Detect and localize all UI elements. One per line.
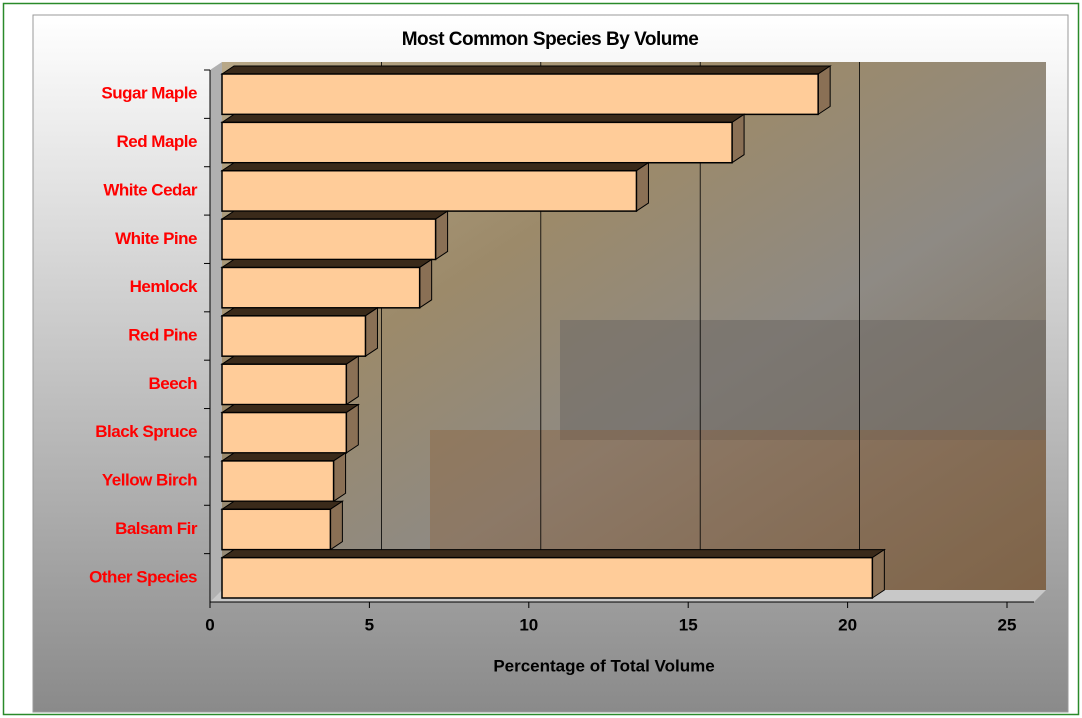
bar-face [732, 114, 744, 162]
bar-face [365, 308, 377, 356]
bar-face [222, 509, 330, 549]
bar-face [222, 171, 636, 211]
bar [222, 501, 342, 549]
chart-title: Most Common Species By Volume [402, 29, 699, 50]
bar-face [222, 74, 818, 114]
bar-face [222, 114, 744, 122]
bar-face [222, 267, 420, 307]
bar [222, 356, 358, 404]
bar-face [222, 356, 358, 364]
x-tick-label: 25 [998, 615, 1017, 634]
bar-face [222, 316, 365, 356]
bar-face [222, 550, 884, 558]
y-tick-label: White Cedar [103, 180, 198, 199]
bar-face [222, 259, 432, 267]
bar-face [872, 550, 884, 598]
bar-face [222, 219, 436, 259]
bar-face [222, 211, 448, 219]
y-tick-label: Balsam Fir [115, 519, 198, 538]
x-tick-label: 0 [205, 615, 214, 634]
y-tick-label: Red Maple [116, 132, 197, 151]
y-tick-label: Hemlock [130, 277, 198, 296]
y-tick-label: Beech [148, 374, 197, 393]
bar [222, 550, 884, 598]
bar [222, 163, 648, 211]
bar-face [420, 259, 432, 307]
chart: Most Common Species By Volume Percentage… [0, 0, 1082, 718]
bar [222, 259, 432, 307]
bar-face [346, 356, 358, 404]
bar-face [222, 405, 358, 413]
bar-face [222, 163, 648, 171]
bar-face [636, 163, 648, 211]
bar [222, 308, 377, 356]
bar-face [222, 122, 732, 162]
bar-face [346, 405, 358, 453]
x-tick-label: 5 [365, 615, 374, 634]
y-tick-label: Yellow Birch [102, 471, 197, 490]
x-axis-title: Percentage of Total Volume [493, 656, 714, 675]
bar-face [222, 461, 334, 501]
bar-face [222, 308, 377, 316]
bar [222, 405, 358, 453]
bar-face [330, 501, 342, 549]
bar-face [222, 558, 872, 598]
bar-face [222, 501, 342, 509]
bar-face [222, 364, 346, 404]
y-tick-label: White Pine [115, 229, 197, 248]
bar-face [222, 413, 346, 453]
left-wall [210, 62, 222, 602]
bar [222, 211, 448, 259]
bar-face [222, 66, 830, 74]
x-tick-label: 20 [838, 615, 857, 634]
bar [222, 114, 744, 162]
bar-face [436, 211, 448, 259]
photo-building [560, 320, 1046, 440]
y-tick-label: Sugar Maple [101, 84, 197, 103]
bar-face [222, 453, 346, 461]
x-tick-label: 15 [679, 615, 698, 634]
y-tick-label: Black Spruce [95, 422, 197, 441]
y-tick-label: Red Pine [128, 325, 197, 344]
bar-face [334, 453, 346, 501]
bar-face [818, 66, 830, 114]
x-tick-label: 10 [519, 615, 538, 634]
bar [222, 453, 346, 501]
bar [222, 66, 830, 114]
y-tick-label: Other Species [89, 567, 197, 586]
